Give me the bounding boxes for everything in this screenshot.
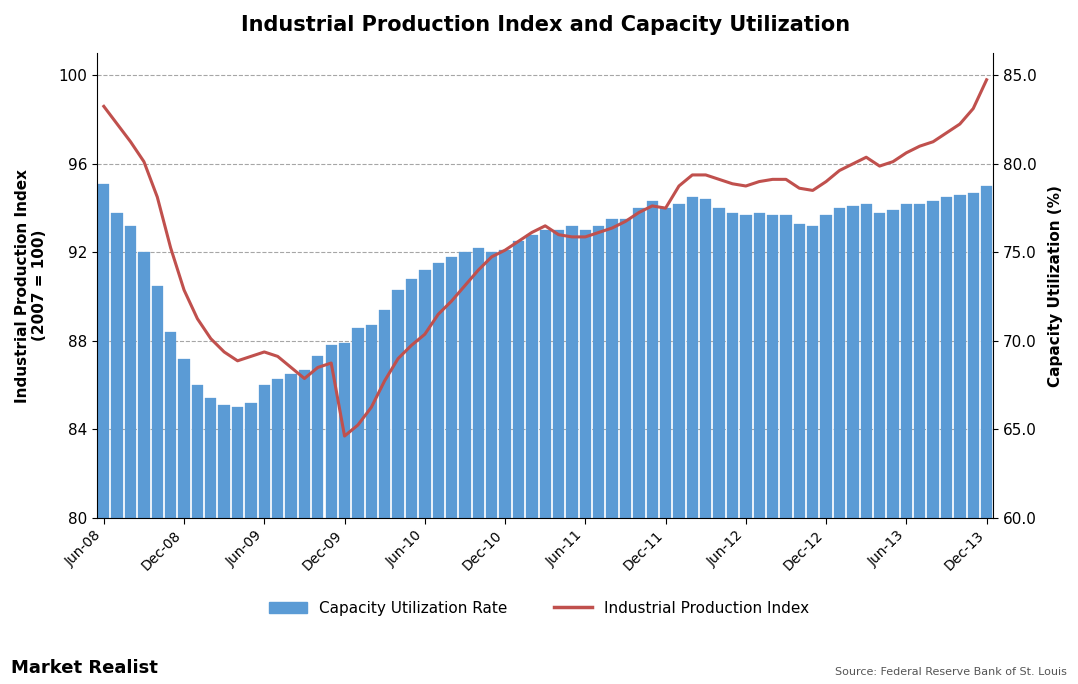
Bar (138, 252, 150, 684)
Bar (793, 224, 805, 684)
Bar (580, 231, 591, 684)
Bar (833, 208, 845, 684)
Bar (954, 195, 966, 684)
Bar (700, 199, 711, 684)
Bar (660, 208, 672, 684)
Title: Industrial Production Index and Capacity Utilization: Industrial Production Index and Capacity… (240, 15, 849, 35)
Bar (539, 231, 551, 684)
Bar (152, 286, 163, 684)
Bar (860, 204, 872, 684)
Bar (741, 215, 751, 684)
Bar (714, 208, 724, 684)
Bar (326, 345, 336, 684)
Bar (125, 226, 136, 684)
Bar (687, 197, 699, 684)
Bar (338, 343, 350, 684)
Bar (178, 358, 190, 684)
Bar (874, 213, 885, 684)
Bar (459, 252, 471, 684)
Bar (807, 226, 818, 684)
Bar (754, 213, 765, 684)
Bar (607, 219, 618, 684)
Bar (674, 204, 685, 684)
Bar (165, 332, 177, 684)
Bar (365, 326, 377, 684)
Bar (766, 215, 778, 684)
Y-axis label: Capacity Utilization (%): Capacity Utilization (%) (1048, 185, 1063, 386)
Bar (486, 252, 497, 684)
Bar (98, 184, 110, 684)
Bar (566, 226, 578, 684)
Bar (472, 248, 484, 684)
Bar (353, 328, 363, 684)
Bar (499, 250, 511, 684)
Bar (299, 369, 310, 684)
Bar (246, 403, 257, 684)
Bar (526, 235, 538, 684)
Bar (272, 378, 284, 684)
Bar (259, 385, 270, 684)
Bar (192, 385, 203, 684)
Legend: Capacity Utilization Rate, Industrial Production Index: Capacity Utilization Rate, Industrial Pr… (263, 594, 815, 622)
Bar (513, 241, 524, 684)
Bar (205, 398, 217, 684)
Bar (647, 202, 658, 684)
Bar (820, 215, 832, 684)
Bar (553, 231, 564, 684)
Bar (419, 270, 430, 684)
Bar (727, 213, 738, 684)
Bar (232, 407, 244, 684)
Bar (405, 279, 417, 684)
Bar (847, 206, 858, 684)
Bar (941, 197, 952, 684)
Bar (968, 193, 979, 684)
Bar (981, 186, 992, 684)
Bar (432, 263, 444, 684)
Bar (887, 211, 899, 684)
Bar (780, 215, 791, 684)
Bar (927, 202, 939, 684)
Bar (593, 226, 605, 684)
Text: Market Realist: Market Realist (11, 659, 157, 677)
Bar (286, 374, 296, 684)
Bar (620, 219, 631, 684)
Bar (446, 256, 457, 684)
Bar (219, 405, 230, 684)
Bar (914, 204, 925, 684)
Bar (633, 208, 645, 684)
Bar (111, 213, 123, 684)
Bar (379, 310, 390, 684)
Bar (313, 356, 323, 684)
Text: Source: Federal Reserve Bank of St. Louis: Source: Federal Reserve Bank of St. Loui… (835, 667, 1067, 677)
Bar (900, 204, 912, 684)
Y-axis label: Industrial Production Index
(2007 = 100): Industrial Production Index (2007 = 100) (15, 168, 47, 403)
Bar (392, 290, 404, 684)
